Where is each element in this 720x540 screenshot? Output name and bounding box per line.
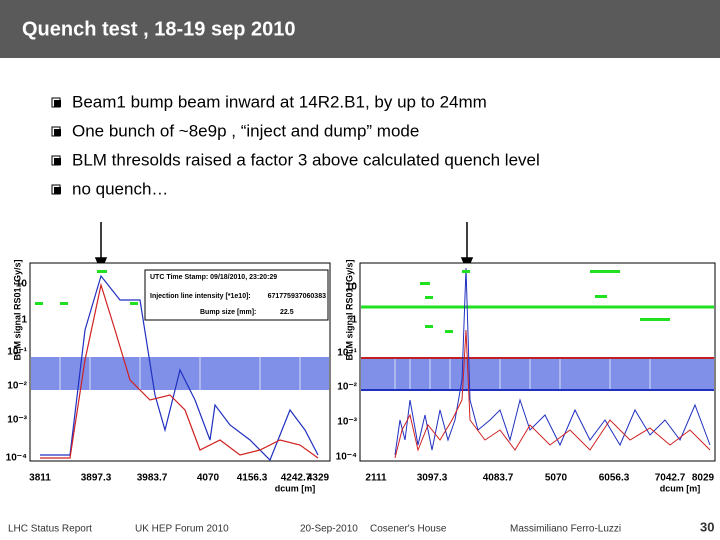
x-tick-label: 4083.7 bbox=[483, 473, 514, 484]
bullet-marker bbox=[54, 187, 61, 194]
footer-text: 20-Sep-2010 bbox=[300, 524, 358, 535]
x-axis-label: dcum [m] bbox=[660, 483, 701, 493]
x-tick-label: 3983.7 bbox=[137, 473, 168, 484]
y-tick-label: 1 bbox=[21, 315, 27, 326]
bullet-marker bbox=[54, 129, 61, 136]
plot-right bbox=[359, 262, 716, 462]
slide-title: Quench test , 18-19 sep 2010 bbox=[22, 18, 295, 40]
info-text: UTC Time Stamp: 09/18/2010, 23:20:29 bbox=[150, 274, 277, 281]
y-tick-label: 10⁻³ bbox=[337, 417, 357, 428]
y-tick-label: 10⁻⁴ bbox=[6, 453, 27, 464]
x-tick-label: 4242.7 bbox=[281, 473, 312, 484]
y-axis-label: BLM signal RS01 [Gy/s] bbox=[344, 259, 354, 360]
page-number: 30 bbox=[700, 519, 714, 534]
bullet-marker bbox=[54, 100, 61, 107]
x-tick-label: 4070 bbox=[197, 473, 220, 484]
y-axis-label: BLM signal RS01 [Gy/s] bbox=[12, 259, 22, 360]
footer-text: Massimiliano Ferro-Luzzi bbox=[510, 524, 621, 535]
x-tick-label: 3097.3 bbox=[417, 473, 448, 484]
x-axis-label: dcum [m] bbox=[275, 483, 316, 493]
x-tick-label: 6056.3 bbox=[599, 473, 630, 484]
bullet-text: no quench… bbox=[72, 179, 168, 198]
footer-text: UK HEP Forum 2010 bbox=[135, 524, 229, 535]
info-text: Bump size [mm]: bbox=[200, 309, 256, 316]
bullet-text: One bunch of ~8e9p , “inject and dump” m… bbox=[72, 121, 419, 140]
x-tick-label: 3897.3 bbox=[81, 473, 112, 484]
footer-text: Cosener's House bbox=[370, 524, 447, 535]
y-tick-label: 10⁻² bbox=[7, 381, 27, 392]
y-tick-label: 10⁻⁴ bbox=[336, 452, 357, 463]
y-tick-label: 10 bbox=[346, 282, 358, 293]
y-tick-label: 10⁻² bbox=[337, 382, 357, 393]
title-bar bbox=[0, 0, 720, 58]
info-text: Injection line intensity [*1e10]: bbox=[150, 293, 251, 300]
x-tick-label: 4156.3 bbox=[237, 473, 268, 484]
bullet-text: BLM thresolds raised a factor 3 above ca… bbox=[72, 150, 540, 169]
x-tick-label: 8029 bbox=[692, 473, 715, 484]
info-text: 22.5 bbox=[280, 309, 294, 316]
bullet-marker bbox=[54, 158, 61, 165]
x-tick-label: 4329 bbox=[307, 473, 330, 484]
plot-left bbox=[29, 262, 331, 462]
plot-labels: BLM signal RS01 [Gy/s]10110⁻¹10⁻²10⁻³10⁻… bbox=[6, 259, 715, 493]
x-tick-label: 5070 bbox=[545, 473, 568, 484]
footer-text: LHC Status Report bbox=[8, 524, 92, 535]
y-tick-label: 10⁻³ bbox=[7, 415, 27, 426]
y-tick-label: 1 bbox=[351, 315, 357, 326]
y-tick-label: 10⁻¹ bbox=[337, 348, 357, 359]
x-tick-label: 2111 bbox=[365, 473, 387, 484]
bullet-text: Beam1 bump beam inward at 14R2.B1, by up… bbox=[72, 92, 487, 111]
info-text: 671775937060383 bbox=[268, 293, 327, 300]
y-tick-label: 10 bbox=[16, 279, 28, 290]
x-tick-label: 7042.7 bbox=[655, 473, 686, 484]
x-tick-label: 3811 bbox=[29, 473, 51, 484]
y-tick-label: 10⁻¹ bbox=[7, 347, 27, 358]
